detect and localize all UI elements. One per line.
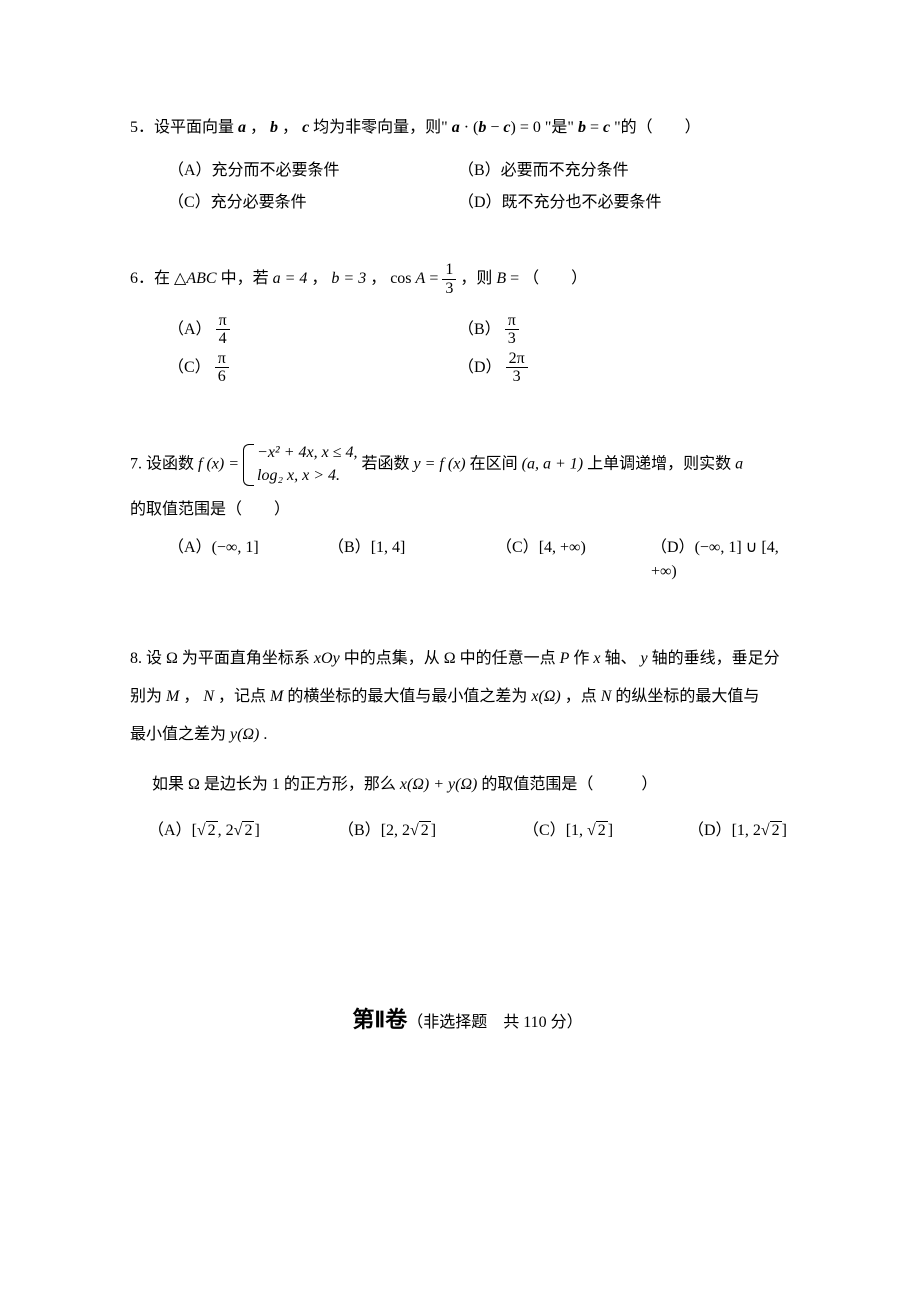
q5-blank: （ ） [637,119,701,136]
question-6: 6．在 △ABC 中，若 a = 4 ， b = 3 ， cos A = 13 … [130,261,805,386]
q5-option-a: （A）充分而不必要条件 [168,159,458,183]
q8-option-b: （B）[2, 2√2] [338,819,523,843]
q6-options: （A） π4 （B） π3 （C） π6 （D） 2π3 [168,312,805,386]
q8-blank: （ ） [577,776,657,793]
q7-number: 7. [130,455,146,472]
q5-stem: 5．设平面向量 a ， b ， c 均为非零向量，则" a · (b − c) … [130,110,805,145]
q7-option-a: （A）(−∞, 1] [168,536,328,584]
page-content: 5．设平面向量 a ， b ， c 均为非零向量，则" a · (b − c) … [0,0,920,1096]
q8-options: （A）[√2, 2√2] （B）[2, 2√2] （C）[1, √2] （D）[… [148,819,805,843]
q8-option-c: （C）[1, √2] [523,819,688,843]
q5-number: 5． [130,119,154,136]
q7-option-d: （D）(−∞, 1] ∪ [4, +∞) [651,536,805,584]
q5-option-d: （D）既不充分也不必要条件 [458,191,805,215]
q6-option-c: （C） π6 [168,350,458,386]
q8-subquestion: 如果 Ω 是边长为 1 的正方形，那么 x(Ω) + y(Ω) 的取值范围是（ … [152,773,805,797]
section-2-main: 第Ⅱ卷 [352,1007,407,1032]
q6-stem: 6．在 △ABC 中，若 a = 4 ， b = 3 ， cos A = 13 … [130,261,805,297]
piecewise-icon: −x² + 4x, x ≤ 4,log₂ x, x > 4. [243,442,357,488]
q6-option-a: （A） π4 [168,312,458,348]
section-2-title: 第Ⅱ卷（非选择题 共 110 分） [130,1003,805,1036]
q6-number: 6． [130,270,154,287]
q7-option-b: （B）[1, 4] [328,536,496,584]
q8-option-d: （D）[1, 2√2] [688,819,805,843]
q8-number: 8. [130,650,146,667]
q7-stem-line2: 的取值范围是（ ） [130,498,805,522]
q7-stem: 7. 设函数 f (x) = −x² + 4x, x ≤ 4,log₂ x, x… [130,442,805,488]
question-7: 7. 设函数 f (x) = −x² + 4x, x ≤ 4,log₂ x, x… [130,442,805,584]
q6-option-d: （D） 2π3 [458,350,805,386]
question-5: 5．设平面向量 a ， b ， c 均为非零向量，则" a · (b − c) … [130,110,805,215]
q8-stem: 8. 设 Ω 为平面直角坐标系 xOy 中的点集，从 Ω 中的任意一点 P 作 … [130,640,805,755]
q5-options: （A）充分而不必要条件 （B）必要而不充分条件 （C）充分必要条件 （D）既不充… [168,159,805,215]
q7-option-c: （C）[4, +∞) [496,536,651,584]
section-2-sub: （非选择题 共 110 分） [407,1014,582,1031]
q5-option-c: （C）充分必要条件 [168,191,458,215]
q6-option-b: （B） π3 [458,312,805,348]
q8-option-a: （A）[√2, 2√2] [148,819,338,843]
q7-options: （A）(−∞, 1] （B）[1, 4] （C）[4, +∞) （D）(−∞, … [168,536,805,584]
q5-option-b: （B）必要而不充分条件 [458,159,805,183]
question-8: 8. 设 Ω 为平面直角坐标系 xOy 中的点集，从 Ω 中的任意一点 P 作 … [130,640,805,843]
q6-blank: （ ） [523,270,587,287]
